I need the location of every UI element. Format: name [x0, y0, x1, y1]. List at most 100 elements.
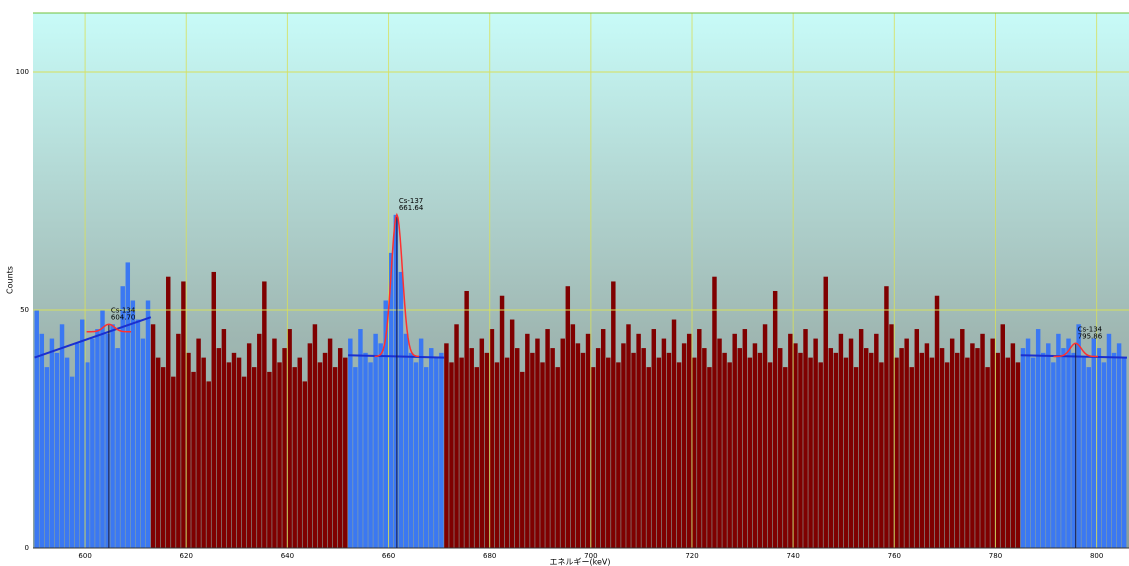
bar: [1046, 343, 1051, 548]
bar: [312, 324, 318, 548]
bar: [59, 324, 65, 548]
bar: [171, 376, 176, 548]
bar: [651, 329, 657, 548]
bar: [889, 324, 894, 548]
bar: [373, 333, 378, 548]
bar: [257, 333, 262, 548]
bar: [317, 362, 323, 548]
bar: [656, 357, 662, 548]
bar: [722, 352, 727, 548]
peak-fit: [86, 323, 132, 333]
bar: [74, 343, 80, 548]
bar: [808, 357, 813, 548]
bar: [934, 295, 940, 548]
bar: [115, 348, 120, 548]
bar: [520, 371, 525, 548]
bar: [1010, 343, 1016, 548]
bar: [1061, 348, 1066, 548]
x-tick-label: 780: [989, 552, 1002, 560]
bar: [80, 319, 85, 548]
bar: [555, 367, 560, 548]
bar: [894, 357, 899, 548]
bar: [150, 324, 156, 548]
bar: [727, 362, 732, 548]
bar: [712, 276, 717, 548]
bar: [626, 324, 631, 548]
x-tick-label: 600: [78, 552, 91, 560]
bar: [206, 381, 211, 548]
bar: [64, 357, 70, 548]
bar: [479, 338, 485, 548]
bar: [125, 262, 131, 548]
bar: [646, 367, 651, 548]
bar: [970, 343, 975, 548]
peak-nuclide: Cs-134: [1078, 325, 1103, 333]
bar: [1025, 338, 1031, 548]
bar: [1091, 338, 1097, 548]
bar: [393, 214, 399, 548]
bar: [368, 362, 373, 548]
bar: [54, 352, 60, 548]
bar: [843, 357, 849, 548]
bar: [606, 357, 611, 548]
bar: [793, 343, 798, 548]
bar: [960, 329, 965, 548]
bar: [454, 324, 459, 548]
bar: [702, 348, 707, 548]
bar: [545, 329, 550, 548]
bar: [828, 348, 834, 548]
bar: [1121, 357, 1127, 548]
bar: [474, 367, 479, 548]
bar: [145, 300, 151, 548]
bar: [858, 329, 864, 548]
bar: [246, 343, 252, 548]
x-tick-label: 700: [584, 552, 597, 560]
bar: [464, 290, 469, 548]
bar: [1106, 333, 1112, 548]
bar: [550, 348, 555, 548]
bar: [201, 357, 206, 548]
bar: [798, 352, 803, 548]
bar: [90, 338, 95, 548]
bar: [509, 319, 515, 548]
bar: [130, 300, 136, 548]
bar: [965, 357, 970, 548]
bar: [155, 357, 161, 548]
bar: [535, 338, 540, 548]
bar: [1020, 348, 1026, 548]
bar: [423, 367, 429, 548]
peak-energy: 604.70: [111, 313, 136, 321]
bar: [434, 357, 439, 548]
bar: [919, 352, 925, 548]
bar: [191, 371, 196, 548]
bar: [1111, 352, 1117, 548]
peak-fit: [374, 212, 420, 358]
bar: [874, 333, 879, 548]
bar: [166, 276, 171, 548]
bar: [49, 338, 55, 548]
bar: [469, 348, 474, 548]
bar: [251, 367, 257, 548]
bar: [408, 352, 414, 548]
x-tick-label: 660: [382, 552, 395, 560]
bar: [1096, 348, 1102, 548]
bar: [358, 329, 363, 548]
x-tick-label: 760: [888, 552, 901, 560]
bar: [181, 281, 186, 548]
peak-nuclide: Cs-137: [399, 197, 423, 205]
bar: [439, 352, 444, 548]
bar: [995, 352, 1000, 548]
bar: [272, 338, 277, 548]
bar: [1051, 362, 1056, 548]
bar: [69, 376, 75, 548]
bar: [909, 367, 914, 548]
bar: [939, 348, 945, 548]
bar: [413, 362, 419, 548]
x-tick-label: 620: [180, 552, 193, 560]
bar: [1101, 362, 1107, 548]
bar: [176, 333, 181, 548]
bar: [838, 333, 844, 548]
peak-fit: [1053, 342, 1098, 358]
bar: [681, 343, 687, 548]
